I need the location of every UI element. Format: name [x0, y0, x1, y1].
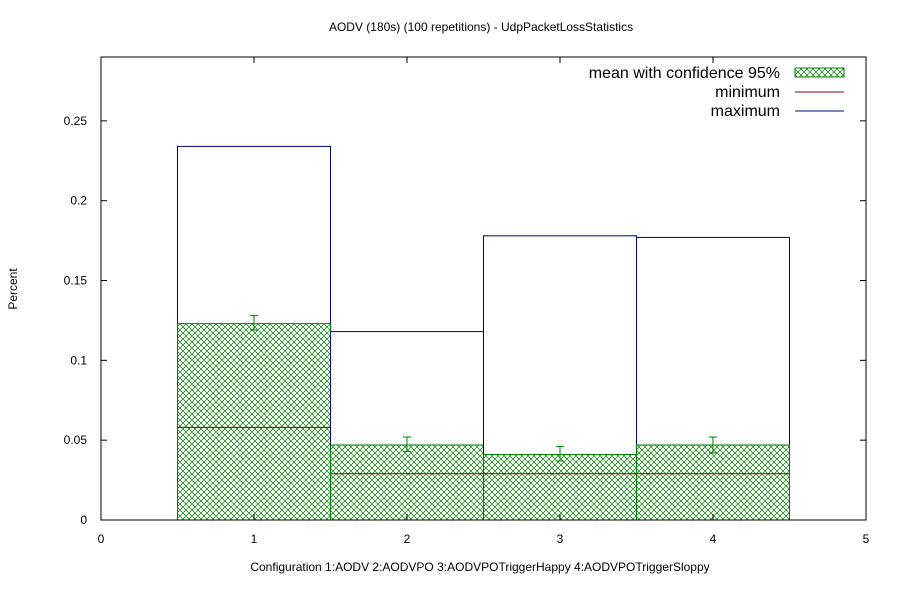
x-axis-label: Configuration 1:AODV 2:AODVPO 3:AODVPOTr… — [250, 560, 709, 574]
mean-bar — [330, 444, 484, 521]
plot-frame — [100, 56, 867, 521]
y-tick-label: 0.25 — [64, 114, 88, 128]
legend-label-mean: mean with confidence 95% — [589, 65, 780, 82]
legend-swatch-mean — [794, 67, 845, 78]
ticks-layer: 0 1 2 3 4 5 0 0.05 0.1 0.15 0.2 0.25 — [64, 57, 870, 546]
y-tick-label: 0.2 — [70, 194, 87, 208]
legend-label-minimum: minimum — [715, 84, 780, 101]
x-tick-label: 2 — [404, 532, 411, 546]
y-tick-label: 0.15 — [64, 274, 88, 288]
mean-bar — [177, 323, 331, 521]
y-tick-label: 0.05 — [64, 433, 88, 447]
legend: mean with confidence 95% minimum maximum — [589, 65, 845, 120]
legend-label-maximum: maximum — [711, 103, 780, 120]
y-tick-label: 0 — [80, 513, 87, 527]
mean-bar — [636, 444, 790, 521]
mean-bar — [483, 454, 637, 521]
bars-layer — [177, 145, 790, 521]
x-tick-label: 0 — [98, 532, 105, 546]
x-tick-label: 5 — [863, 532, 870, 546]
x-tick-label: 1 — [251, 532, 258, 546]
x-tick-label: 3 — [557, 532, 564, 546]
y-tick-label: 0.1 — [70, 353, 87, 367]
x-tick-label: 4 — [710, 532, 717, 546]
chart-title: AODV (180s) (100 repetitions) - UdpPacke… — [329, 20, 633, 34]
y-axis-label: Percent — [6, 268, 20, 310]
